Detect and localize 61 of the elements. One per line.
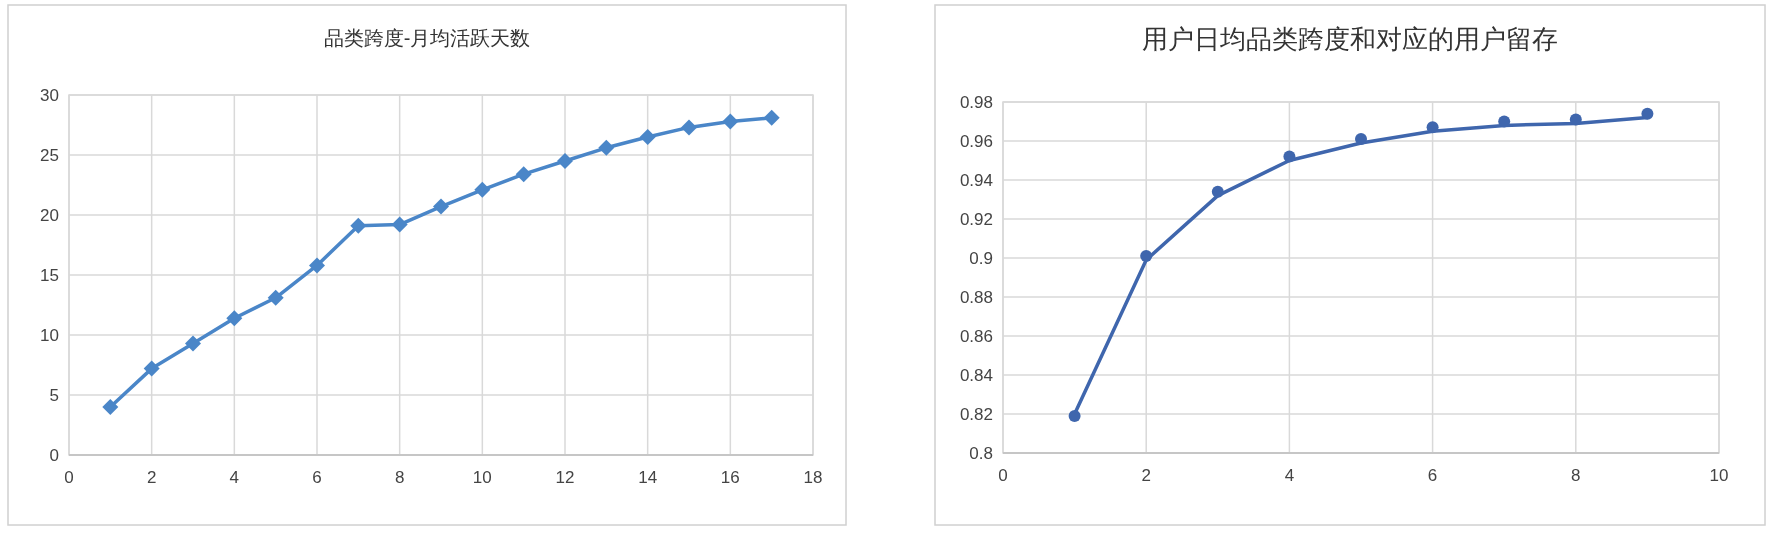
point (1068, 409, 1081, 422)
x-tick-label: 6 (1427, 466, 1438, 485)
y-tick-label: 0.98 (959, 93, 993, 112)
x-tick-label: 8 (394, 468, 405, 487)
point (1569, 113, 1582, 126)
y-tick-label: 0.92 (959, 210, 993, 229)
y-tick-label: 0.8 (969, 444, 993, 463)
point (474, 181, 491, 198)
point (598, 139, 615, 156)
x-tick-label: 8 (1571, 466, 1581, 485)
point (309, 257, 325, 274)
x-tick-label: 6 (312, 468, 322, 487)
point (763, 109, 780, 126)
x-tick-label: 10 (1709, 466, 1729, 485)
chart-title: 品类跨度-月均活跃天数 (323, 27, 531, 49)
x-tick-label: 2 (146, 468, 157, 487)
x-tick-label: 14 (638, 468, 658, 487)
y-tick-label: 0 (49, 446, 59, 465)
x-tick-label: 12 (555, 468, 575, 487)
point (1426, 121, 1439, 134)
point (350, 217, 367, 234)
point (681, 119, 697, 136)
point (267, 289, 284, 306)
point (1283, 150, 1296, 163)
y-tick-label: 25 (40, 146, 59, 165)
point (102, 399, 119, 415)
x-tick-label: 16 (720, 468, 740, 487)
y-tick-label: 0.88 (959, 288, 993, 307)
y-tick-label: 0.86 (959, 327, 993, 346)
y-tick-label: 15 (40, 266, 59, 285)
y-tick-label: 0.94 (959, 171, 993, 190)
y-tick-label: 5 (49, 386, 59, 405)
point (515, 166, 532, 183)
point (143, 360, 160, 377)
point (1498, 115, 1511, 128)
y-tick-label: 0.84 (959, 366, 993, 385)
y-tick-label: 0.82 (959, 405, 993, 424)
x-tick-label: 18 (803, 468, 823, 487)
x-tick-label: 4 (1284, 466, 1295, 485)
point (1140, 250, 1153, 263)
point (1355, 133, 1367, 146)
point (722, 113, 739, 130)
point (639, 129, 656, 145)
point (433, 198, 449, 215)
y-tick-label: 10 (40, 326, 59, 345)
y-tick-label: 20 (40, 206, 59, 225)
x-tick-label: 4 (229, 468, 240, 487)
x-tick-label: 2 (1141, 466, 1151, 485)
x-tick-label: 0 (64, 468, 74, 487)
point (1641, 107, 1654, 120)
point (557, 153, 573, 169)
point (1211, 185, 1224, 198)
x-tick-label: 10 (472, 468, 492, 487)
x-tick-label: 0 (998, 466, 1008, 485)
point (226, 310, 243, 327)
point (391, 216, 408, 233)
y-tick-label: 30 (40, 86, 59, 105)
point (185, 335, 201, 352)
y-tick-label: 0.96 (959, 132, 993, 151)
chart-title: 用户日均品类跨度和对应的用户留存 (1142, 24, 1558, 54)
y-tick-label: 0.9 (969, 249, 993, 268)
